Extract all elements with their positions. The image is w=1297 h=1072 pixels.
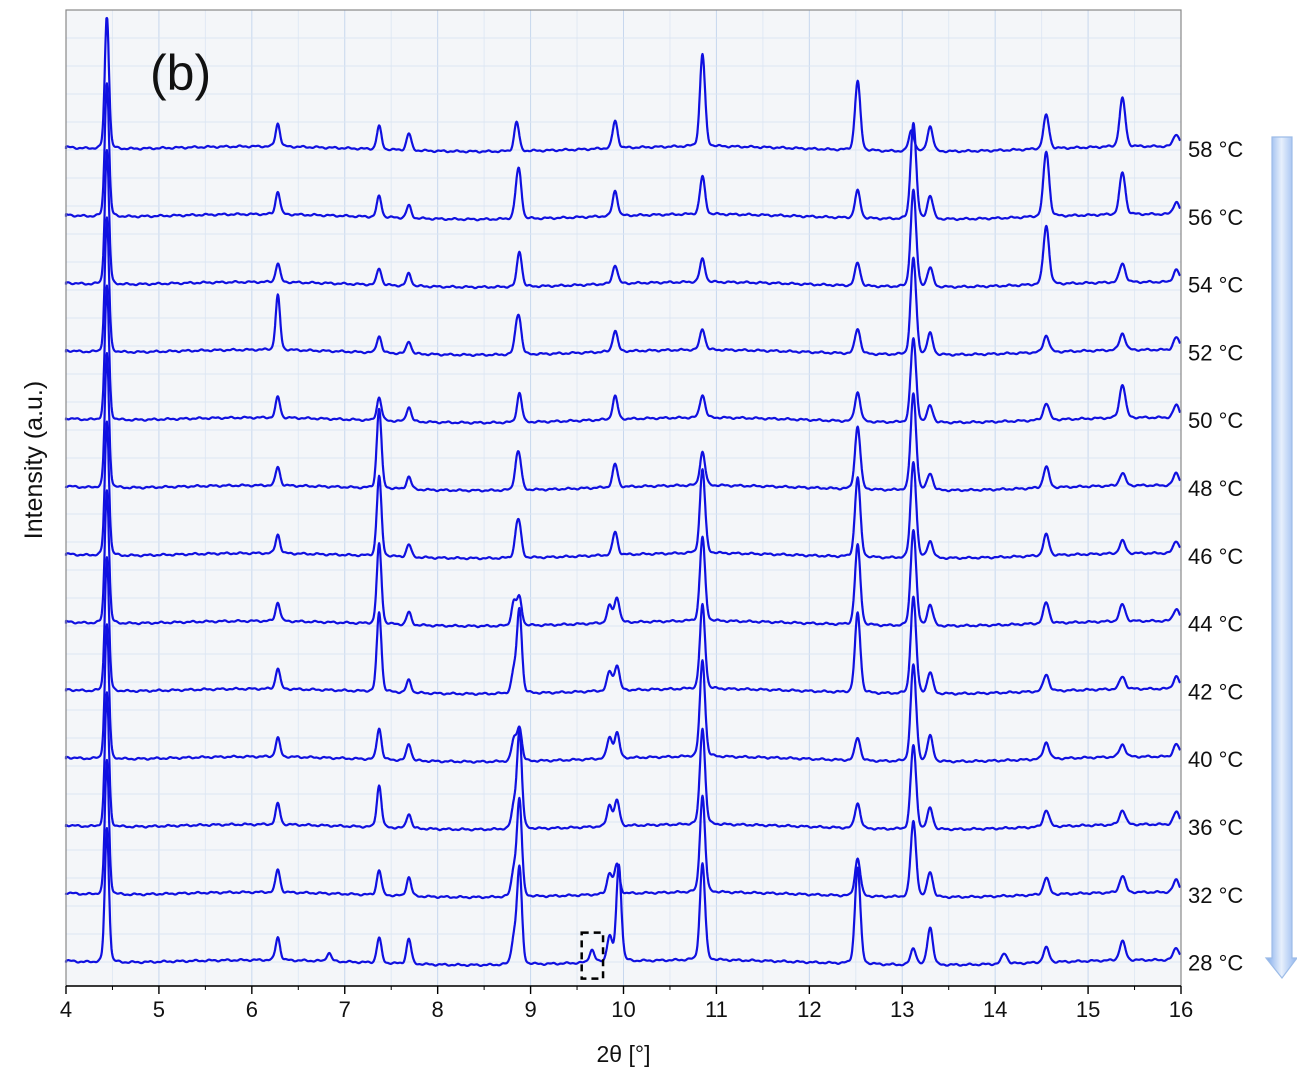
- x-tick-label: 14: [983, 997, 1007, 1022]
- temperature-label: 40 °C: [1188, 747, 1243, 772]
- trace-40c: [64, 623, 1182, 764]
- trace-32c: [64, 758, 1182, 900]
- temperature-label: 50 °C: [1188, 408, 1243, 433]
- panel-label: (b): [150, 45, 211, 101]
- x-tick-label: 10: [611, 997, 635, 1022]
- trace-28c: [64, 826, 1182, 968]
- x-axis-title: 2θ [°]: [597, 1041, 651, 1067]
- x-tick-label: 16: [1169, 997, 1193, 1022]
- annotation-dashed-box: [580, 931, 605, 980]
- trace-52c: [64, 216, 1182, 357]
- temperature-label: 48 °C: [1188, 476, 1243, 501]
- x-tick-label: 7: [339, 997, 351, 1022]
- trace-50c: [64, 284, 1182, 425]
- trace-42c: [64, 556, 1182, 696]
- x-tick-label: 8: [432, 997, 444, 1022]
- x-tick-label: 11: [705, 997, 728, 1022]
- temperature-label: 42 °C: [1188, 679, 1243, 704]
- temperature-label: 58 °C: [1188, 137, 1243, 162]
- x-tick-label: 4: [60, 997, 72, 1022]
- trace-36c: [64, 691, 1182, 832]
- temperature-label: 28 °C: [1188, 951, 1243, 976]
- x-tick-label: 15: [1076, 997, 1100, 1022]
- temperature-label: 56 °C: [1188, 205, 1243, 230]
- temperature-label: 54 °C: [1188, 273, 1243, 298]
- y-axis-title: Intensity (a.u.): [20, 381, 48, 539]
- traces: [64, 16, 1182, 968]
- trace-54c: [64, 149, 1182, 290]
- x-tick-label: 6: [246, 997, 258, 1022]
- x-tick-label: 9: [524, 997, 536, 1022]
- temperature-label: 36 °C: [1188, 815, 1243, 840]
- temperature-label: 52 °C: [1188, 340, 1243, 365]
- temperature-label: 44 °C: [1188, 612, 1243, 637]
- down-arrow-icon: [1264, 136, 1297, 979]
- grid: [65, 10, 1182, 986]
- trace-56c: [64, 82, 1182, 222]
- trace-48c: [64, 352, 1182, 493]
- trace-44c: [64, 489, 1182, 629]
- temperature-label: 46 °C: [1188, 544, 1243, 569]
- trace-58c: [64, 16, 1182, 154]
- x-tick-label: 13: [890, 997, 914, 1022]
- x-tick-label: 12: [797, 997, 821, 1022]
- trace-46c: [64, 420, 1182, 561]
- x-tick-label: 5: [153, 997, 165, 1022]
- temperature-label: 32 °C: [1188, 883, 1243, 908]
